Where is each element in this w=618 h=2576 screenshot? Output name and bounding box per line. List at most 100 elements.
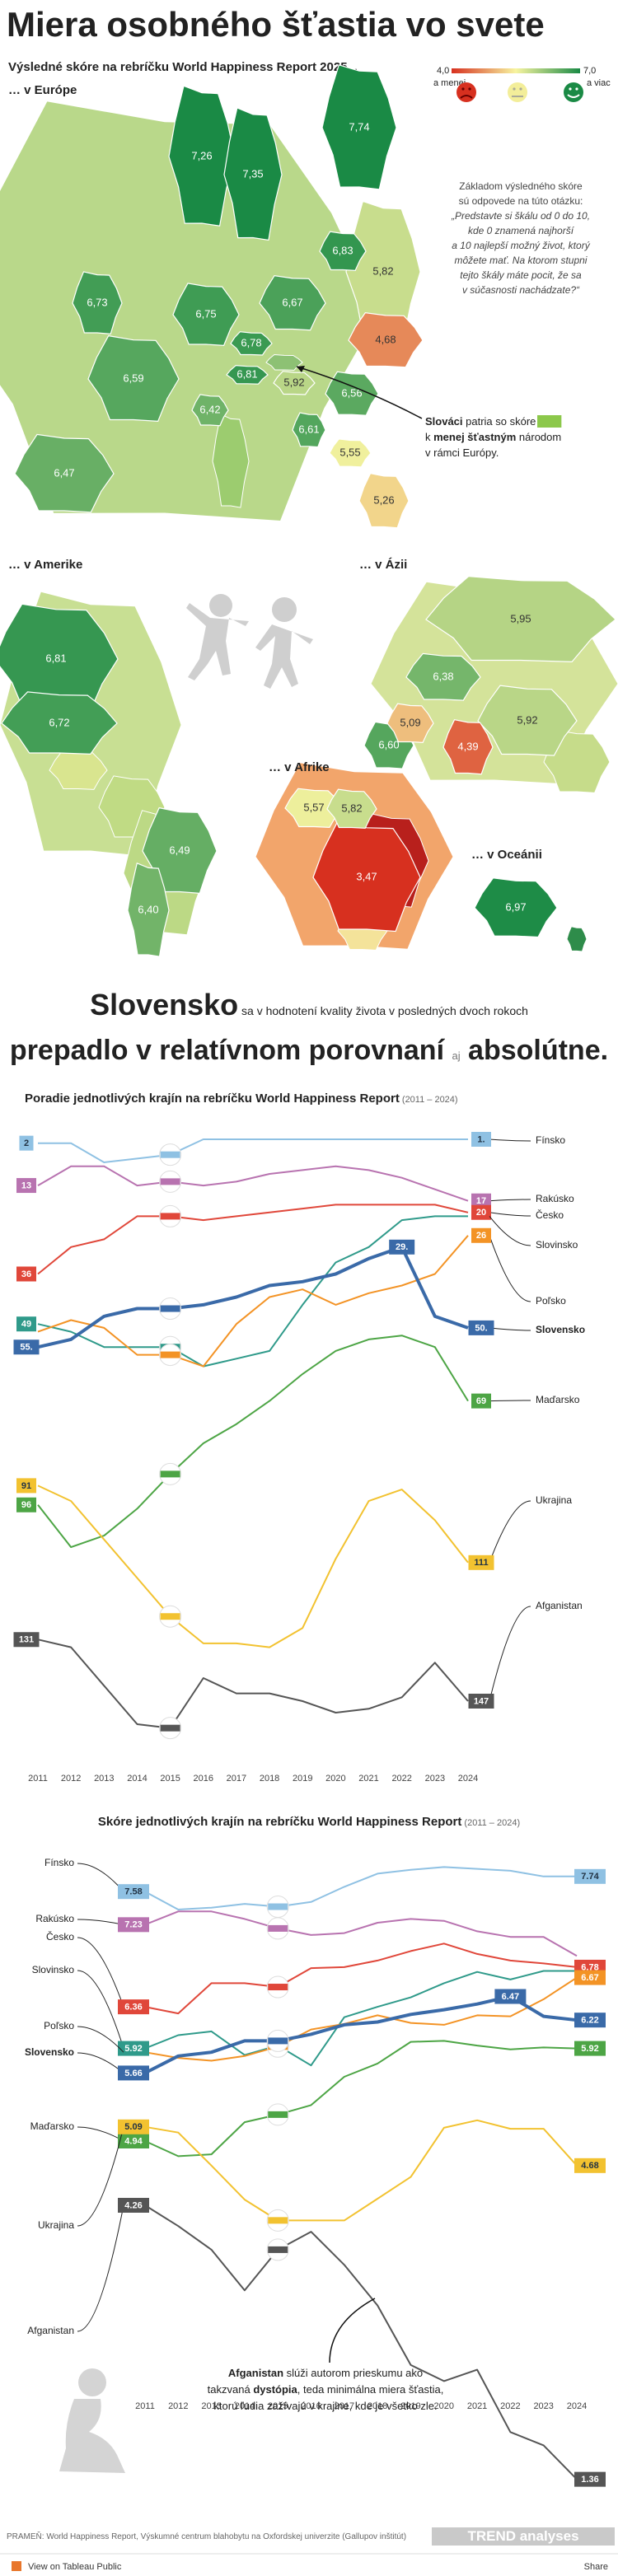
value-label: 4.26 bbox=[124, 2200, 142, 2210]
series-line bbox=[144, 1994, 578, 2075]
flag-band bbox=[268, 2246, 288, 2253]
x-tick-label: 2014 bbox=[235, 2401, 255, 2411]
value-label: 91 bbox=[21, 1481, 31, 1491]
country-score: 5,26 bbox=[373, 493, 394, 506]
country-score: 6,61 bbox=[298, 423, 319, 435]
legend-label: Fínsko bbox=[536, 1134, 565, 1146]
value-box bbox=[471, 1393, 491, 1409]
legend-label: Slovinsko bbox=[536, 1239, 578, 1251]
country-score: 4,39 bbox=[457, 740, 478, 752]
value-label: 13 bbox=[21, 1180, 31, 1190]
series-line bbox=[144, 2119, 578, 2222]
x-tick-label: 2022 bbox=[391, 1774, 411, 1784]
x-tick-label: 2017 bbox=[227, 1774, 246, 1784]
value-label: 4.68 bbox=[581, 2161, 598, 2171]
country bbox=[273, 371, 316, 395]
value-box bbox=[118, 2119, 149, 2134]
chart-title-text: Skóre jednotlivých krajín na rebríčku Wo… bbox=[98, 1815, 462, 1829]
legend-min-note: a menej bbox=[433, 78, 466, 88]
map-title: … v Amerike bbox=[8, 558, 82, 572]
land bbox=[265, 353, 303, 371]
map-title: … v Ázii bbox=[359, 558, 407, 572]
leader bbox=[77, 1937, 124, 2008]
flag-band bbox=[160, 1351, 180, 1358]
sad-person-silhouette bbox=[59, 2368, 125, 2473]
value-box bbox=[19, 1135, 34, 1151]
value-box bbox=[574, 1970, 606, 1985]
land bbox=[212, 414, 250, 508]
note-part: Afganistan bbox=[228, 2367, 283, 2379]
country-score: 6,38 bbox=[433, 670, 453, 682]
flag-band bbox=[268, 1903, 288, 1910]
value-box bbox=[16, 1316, 36, 1332]
chart-title: Skóre jednotlivých krajín na rebríčku Wo… bbox=[98, 1815, 520, 1829]
headline-strong: prepadlo v relatívnom porovnaní bbox=[10, 1035, 452, 1066]
flag bbox=[266, 1917, 289, 1940]
leader bbox=[489, 1212, 531, 1217]
value-box bbox=[118, 2134, 149, 2148]
legend-faces bbox=[456, 82, 583, 102]
headline-strong: absolútne. bbox=[461, 1035, 608, 1066]
share[interactable]: Share bbox=[584, 2562, 608, 2572]
value-label: 7.74 bbox=[581, 1872, 599, 1882]
arrow-head bbox=[297, 366, 305, 372]
leader bbox=[77, 1919, 124, 1925]
country-score: 5,82 bbox=[372, 264, 393, 277]
land bbox=[543, 730, 611, 793]
leader bbox=[77, 1863, 124, 1892]
series-line bbox=[144, 2204, 578, 2480]
country bbox=[259, 275, 326, 331]
x-tick-label: 2022 bbox=[500, 2401, 520, 2411]
x-tick-label: 2020 bbox=[325, 1774, 345, 1784]
intro-line: v súčasnosti nachádzate?“ bbox=[462, 284, 580, 296]
value-label: 5.92 bbox=[124, 2044, 142, 2054]
leader bbox=[489, 1327, 531, 1331]
headline-text: sa v hodnotení kvality života v posledný… bbox=[238, 1004, 528, 1017]
value-box bbox=[118, 1999, 149, 2015]
value-box bbox=[574, 2158, 606, 2173]
series-line bbox=[37, 1335, 469, 1549]
value-box bbox=[13, 1632, 40, 1648]
flag-band bbox=[160, 1178, 180, 1185]
country-score: 6,56 bbox=[341, 386, 362, 399]
series-line bbox=[37, 1204, 469, 1275]
value-box bbox=[16, 1478, 36, 1494]
flag-band bbox=[268, 2037, 288, 2045]
country bbox=[284, 788, 344, 829]
x-tick-label: 2021 bbox=[358, 1774, 378, 1784]
x-tick-label: 2016 bbox=[194, 1774, 213, 1784]
legend-label: Afganistan bbox=[536, 1600, 583, 1611]
leader bbox=[77, 2204, 124, 2332]
headline-small: aj bbox=[452, 1050, 460, 1062]
map: 7,74 7,26 7,35 6,83 5,82 6,73 6,75 6,67 4,68 6,78… bbox=[0, 64, 424, 529]
value-label: 17 bbox=[476, 1196, 486, 1206]
map: 6,81 6,72 6,49 6,40 bbox=[0, 591, 218, 957]
legend-label: Poľsko bbox=[44, 2020, 74, 2031]
tableau-icon bbox=[12, 2561, 21, 2571]
logo-box bbox=[432, 2527, 615, 2546]
tableau-link[interactable]: View on Tableau Public bbox=[28, 2562, 122, 2572]
value-label: 6.78 bbox=[581, 1962, 598, 1972]
x-tick-label: 2023 bbox=[425, 1774, 445, 1784]
country-score: 6,40 bbox=[138, 903, 158, 915]
value-label: 4.94 bbox=[124, 2136, 143, 2146]
value-box bbox=[389, 1239, 415, 1255]
intro-line: a 10 najlepší možný život, ktorý bbox=[452, 240, 590, 251]
chart-subtitle: (2011 – 2024) bbox=[461, 1818, 520, 1828]
value-box bbox=[13, 1339, 40, 1355]
logo: TREND analyses bbox=[467, 2528, 578, 2544]
value-label: 26 bbox=[476, 1231, 486, 1241]
flag bbox=[159, 1143, 182, 1166]
headline-strong: Slovensko bbox=[90, 988, 238, 1022]
country bbox=[405, 652, 481, 701]
leader bbox=[489, 1235, 531, 1302]
map: 5,57 5,82 3,47 bbox=[255, 762, 454, 951]
value-box bbox=[118, 2065, 149, 2081]
flag bbox=[159, 1605, 182, 1628]
country bbox=[292, 412, 326, 448]
flag-band bbox=[160, 1213, 180, 1220]
flag bbox=[159, 1297, 182, 1321]
country-score: 6,72 bbox=[49, 716, 69, 728]
value-label: 6.22 bbox=[581, 2016, 598, 2026]
x-tick-label: 2014 bbox=[127, 1774, 147, 1784]
